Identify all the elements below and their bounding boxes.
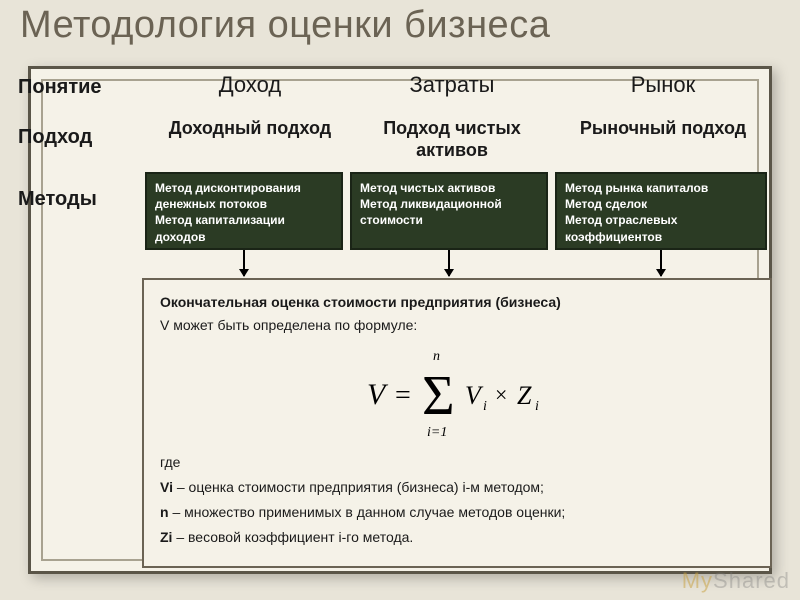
def-zi-text: – весовой коэффициент i-го метода.	[176, 529, 413, 545]
watermark: MyShared	[682, 568, 790, 594]
methods-box-a: Метод дисконтирования денежных потоковМе…	[145, 172, 343, 250]
svg-text:i: i	[483, 399, 487, 414]
approach-col-b: Подход чистых активов	[352, 118, 552, 161]
row-label-concept: Понятие	[18, 76, 102, 99]
def-n-text: – множество применимых в данном случае м…	[172, 504, 565, 520]
approach-col-a: Доходный подход	[155, 118, 345, 140]
svg-text:=: =	[395, 380, 411, 411]
def-vi-text: – оценка стоимости предприятия (бизнеса)…	[177, 479, 544, 495]
concept-col-a: Доход	[155, 72, 345, 98]
formula-vline: V может быть определена по формуле:	[160, 315, 754, 336]
svg-text:i: i	[535, 399, 539, 414]
formula-svg: V = Σ n i=1 V i × Z i	[337, 344, 577, 444]
formula-where: где	[160, 452, 754, 473]
arrow-a	[243, 250, 245, 276]
formula-box: Окончательная оценка стоимости предприят…	[142, 278, 772, 568]
svg-text:V: V	[465, 381, 484, 410]
approach-col-c: Рыночный подход	[558, 118, 768, 140]
watermark-prefix: My	[682, 568, 713, 593]
arrow-b	[448, 250, 450, 276]
formula-n: n	[433, 349, 440, 364]
row-label-approach: Подход	[18, 126, 92, 149]
formula-def-n: n – множество применимых в данном случае…	[160, 502, 754, 523]
formula-i: i=1	[427, 425, 447, 440]
svg-text:Σ: Σ	[422, 365, 455, 427]
concept-col-c: Рынок	[558, 72, 768, 98]
page-title: Методология оценки бизнеса	[20, 4, 550, 47]
methods-box-b: Метод чистых активовМетод ликвидационной…	[350, 172, 548, 250]
methods-box-c: Метод рынка капиталовМетод сделокМетод о…	[555, 172, 767, 250]
svg-text:Z: Z	[517, 381, 532, 410]
row-label-methods: Методы	[18, 188, 97, 211]
svg-text:V: V	[367, 378, 389, 411]
svg-text:×: ×	[495, 382, 507, 407]
formula-def-zi: Zi – весовой коэффициент i-го метода.	[160, 527, 754, 548]
concept-col-b: Затраты	[352, 72, 552, 98]
formula-lead: Окончательная оценка стоимости предприят…	[160, 292, 754, 313]
formula-def-vi: Vi – оценка стоимости предприятия (бизне…	[160, 477, 754, 498]
watermark-suffix: Shared	[713, 568, 790, 593]
arrow-c	[660, 250, 662, 276]
